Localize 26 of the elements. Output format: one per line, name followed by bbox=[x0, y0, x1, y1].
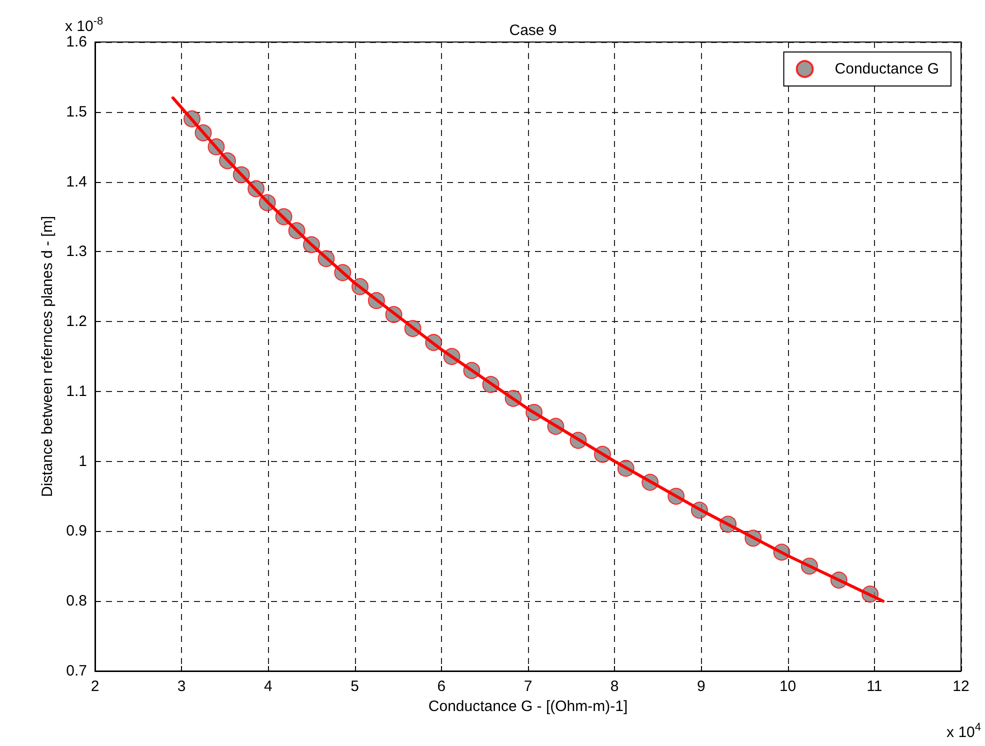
y-tick-label: 1.4 bbox=[66, 173, 87, 190]
x-axis-title: Conductance G - [(Ohm-m)-1] bbox=[428, 698, 628, 715]
x-tick-label: 5 bbox=[350, 678, 359, 695]
y-tick-label: 0.7 bbox=[66, 662, 87, 680]
x-tick-label: 9 bbox=[697, 678, 706, 695]
y-tick-label: 1.1 bbox=[66, 382, 87, 400]
y-tick-label: 1.2 bbox=[66, 313, 87, 330]
x-tick-label: 4 bbox=[264, 678, 272, 695]
y-tick-label: 1 bbox=[78, 452, 87, 470]
y-tick-label: 1.5 bbox=[66, 103, 87, 120]
line-series bbox=[171, 96, 885, 603]
x-tick-label: 8 bbox=[610, 678, 619, 695]
y-tick-label: 1.3 bbox=[66, 243, 87, 260]
x-tick-label: 2 bbox=[90, 678, 100, 695]
chart-title: Case 9 bbox=[509, 22, 557, 39]
y-axis-title: Distance between refernces planes d - [m] bbox=[39, 216, 56, 497]
y-tick-label: 1.6 bbox=[66, 34, 87, 50]
x-tick-label: 12 bbox=[952, 678, 970, 695]
x-tick-label: 10 bbox=[779, 678, 796, 695]
y-tick-label: 0.9 bbox=[66, 522, 87, 540]
x-tick-label: 6 bbox=[437, 678, 446, 695]
y-tick-label: 0.8 bbox=[66, 592, 87, 610]
x-tick-label: 3 bbox=[177, 678, 186, 695]
legend-label: Conductance G bbox=[834, 60, 940, 78]
x-tick-label: 7 bbox=[524, 678, 532, 695]
x-tick-label: 11 bbox=[866, 678, 882, 695]
